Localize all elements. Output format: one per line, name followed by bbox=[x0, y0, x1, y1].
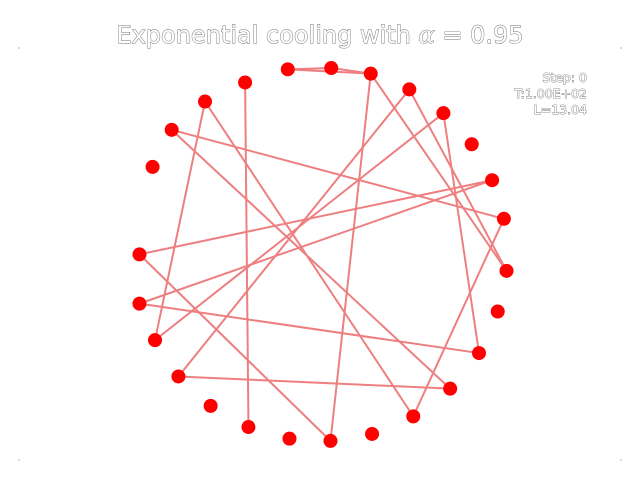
city-markers bbox=[132, 61, 514, 448]
tour-edge-15 bbox=[369, 73, 508, 272]
city-point-4 bbox=[464, 137, 479, 152]
city-point-24 bbox=[238, 75, 253, 90]
tour-edge-2 bbox=[139, 179, 493, 256]
axes-corner-marker-top-left bbox=[18, 47, 20, 49]
tour-edge-5 bbox=[442, 113, 480, 354]
city-point-7 bbox=[499, 263, 514, 278]
city-point-19 bbox=[132, 296, 147, 311]
city-point-2 bbox=[402, 82, 417, 97]
city-point-16 bbox=[203, 398, 218, 413]
city-point-12 bbox=[365, 426, 380, 441]
city-point-13 bbox=[323, 433, 338, 448]
city-point-1 bbox=[363, 66, 378, 81]
step-label: Step: 0 bbox=[542, 70, 587, 85]
city-point-20 bbox=[132, 247, 147, 262]
tour-edge-14 bbox=[408, 88, 508, 272]
tour-edge-13 bbox=[177, 88, 411, 378]
city-point-18 bbox=[148, 333, 163, 348]
city-point-22 bbox=[164, 122, 179, 137]
tour-edge-19 bbox=[244, 82, 250, 428]
tour-edges bbox=[138, 67, 508, 442]
temperature-label: T:1.00E+02 bbox=[513, 86, 587, 101]
city-point-0 bbox=[324, 61, 339, 76]
city-point-17 bbox=[171, 369, 186, 384]
tour-edge-11 bbox=[170, 129, 451, 390]
tour-edge-10 bbox=[171, 128, 505, 220]
axes-corner-marker-bottom-left bbox=[18, 459, 20, 461]
tour-edge-12 bbox=[178, 375, 451, 390]
city-point-23 bbox=[198, 94, 213, 109]
chart-title-alpha: α bbox=[419, 21, 435, 49]
tour-edge-0 bbox=[329, 73, 372, 442]
chart-title-prefix: Exponential cooling with bbox=[116, 21, 418, 49]
city-point-3 bbox=[436, 106, 451, 121]
city-point-11 bbox=[406, 409, 421, 424]
axes-corner-marker-top-right bbox=[620, 47, 622, 49]
tour-edge-1 bbox=[138, 253, 332, 442]
city-point-9 bbox=[471, 346, 486, 361]
city-point-25 bbox=[280, 62, 295, 77]
city-point-15 bbox=[241, 420, 256, 435]
length-label: L=13.04 bbox=[534, 102, 587, 117]
tour-edge-4 bbox=[139, 302, 480, 355]
tour-edge-7 bbox=[154, 101, 206, 341]
tour-edge-8 bbox=[204, 101, 415, 417]
city-point-5 bbox=[485, 173, 500, 188]
city-point-14 bbox=[282, 431, 297, 446]
city-point-21 bbox=[145, 159, 160, 174]
chart-title: Exponential cooling with α = 0.95 bbox=[116, 21, 523, 49]
city-point-10 bbox=[443, 381, 458, 396]
chart-title-suffix: = 0.95 bbox=[435, 21, 524, 49]
tour-edge-9 bbox=[412, 218, 505, 417]
city-point-8 bbox=[490, 304, 505, 319]
city-point-6 bbox=[496, 211, 511, 226]
tour-edge-18 bbox=[287, 67, 332, 71]
axes-corner-marker-bottom-right bbox=[620, 459, 622, 461]
